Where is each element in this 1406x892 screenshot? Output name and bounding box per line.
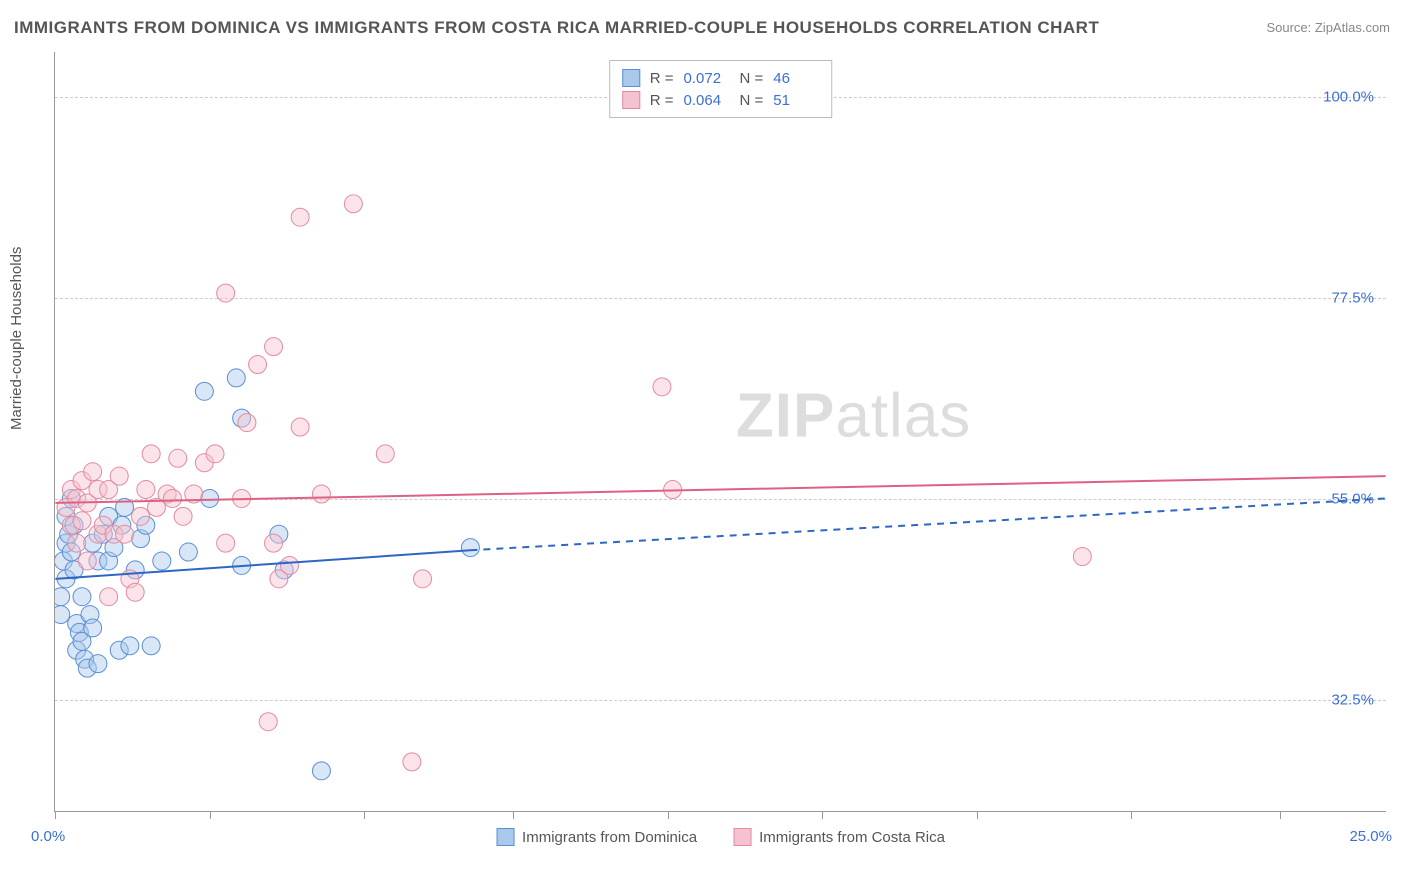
- chart-canvas: [55, 52, 1386, 811]
- stat-r-label: R =: [650, 92, 674, 109]
- data-point: [195, 382, 213, 400]
- data-point: [291, 418, 309, 436]
- data-point: [132, 507, 150, 525]
- chart-title: IMMIGRANTS FROM DOMINICA VS IMMIGRANTS F…: [14, 18, 1099, 38]
- x-tick: [822, 811, 823, 819]
- data-point: [259, 713, 277, 731]
- data-point: [179, 543, 197, 561]
- data-point: [142, 637, 160, 655]
- data-point: [201, 489, 219, 507]
- data-point: [89, 655, 107, 673]
- data-point: [121, 637, 139, 655]
- data-point: [291, 208, 309, 226]
- data-point: [249, 356, 267, 374]
- stat-r-value: 0.072: [684, 70, 730, 87]
- stat-r-label: R =: [650, 70, 674, 87]
- data-point: [73, 512, 91, 530]
- x-axis-max-label: 25.0%: [1349, 828, 1392, 845]
- plot-area: ZIPatlas R =0.072N =46R =0.064N =51 32.5…: [54, 52, 1386, 812]
- legend-label: Immigrants from Costa Rica: [759, 829, 945, 846]
- data-point: [153, 552, 171, 570]
- data-point: [78, 552, 96, 570]
- data-point: [55, 606, 70, 624]
- legend-item: Immigrants from Dominica: [496, 828, 697, 846]
- data-point: [206, 445, 224, 463]
- stat-n-label: N =: [740, 92, 764, 109]
- data-point: [281, 556, 299, 574]
- x-tick: [1280, 811, 1281, 819]
- data-point: [68, 534, 86, 552]
- data-point: [238, 414, 256, 432]
- trend-line-dashed: [470, 498, 1385, 550]
- data-point: [414, 570, 432, 588]
- legend-swatch: [622, 69, 640, 87]
- data-point: [265, 534, 283, 552]
- data-point: [312, 485, 330, 503]
- data-point: [265, 338, 283, 356]
- legend-item: Immigrants from Costa Rica: [733, 828, 945, 846]
- x-tick: [513, 811, 514, 819]
- data-point: [217, 284, 235, 302]
- data-point: [1073, 548, 1091, 566]
- data-point: [461, 539, 479, 557]
- data-point: [110, 467, 128, 485]
- data-point: [73, 588, 91, 606]
- x-tick: [668, 811, 669, 819]
- data-point: [227, 369, 245, 387]
- data-point: [100, 588, 118, 606]
- data-point: [163, 489, 181, 507]
- trend-line: [55, 476, 1385, 503]
- stat-n-value: 46: [773, 70, 819, 87]
- x-tick: [210, 811, 211, 819]
- legend-swatch: [733, 828, 751, 846]
- data-point: [376, 445, 394, 463]
- stat-row: R = 0.072 N = 46: [622, 67, 820, 89]
- bottom-legend: Immigrants from Dominica Immigrants from …: [496, 828, 945, 846]
- data-point: [653, 378, 671, 396]
- data-point: [344, 195, 362, 213]
- stat-n-value: 51: [773, 92, 819, 109]
- legend-swatch: [622, 91, 640, 109]
- stat-n-label: N =: [740, 70, 764, 87]
- x-tick: [977, 811, 978, 819]
- y-axis-label: Married-couple Households: [8, 247, 25, 430]
- data-point: [403, 753, 421, 771]
- correlation-stat-box: R = 0.072 N = 46 R = 0.064 N = 51: [609, 60, 833, 118]
- data-point: [169, 449, 187, 467]
- stat-r-value: 0.064: [684, 92, 730, 109]
- data-point: [217, 534, 235, 552]
- stat-row: R = 0.064 N = 51: [622, 89, 820, 111]
- data-point: [142, 445, 160, 463]
- data-point: [174, 507, 192, 525]
- legend-swatch: [496, 828, 514, 846]
- data-point: [84, 619, 102, 637]
- data-point: [312, 762, 330, 780]
- legend-label: Immigrants from Dominica: [522, 829, 697, 846]
- x-tick: [364, 811, 365, 819]
- x-tick: [55, 811, 56, 819]
- source-label: Source: ZipAtlas.com: [1266, 20, 1390, 35]
- data-point: [116, 525, 134, 543]
- data-point: [126, 583, 144, 601]
- x-tick: [1131, 811, 1132, 819]
- data-point: [55, 588, 70, 606]
- data-point: [84, 463, 102, 481]
- data-point: [137, 481, 155, 499]
- x-axis-min-label: 0.0%: [31, 828, 65, 845]
